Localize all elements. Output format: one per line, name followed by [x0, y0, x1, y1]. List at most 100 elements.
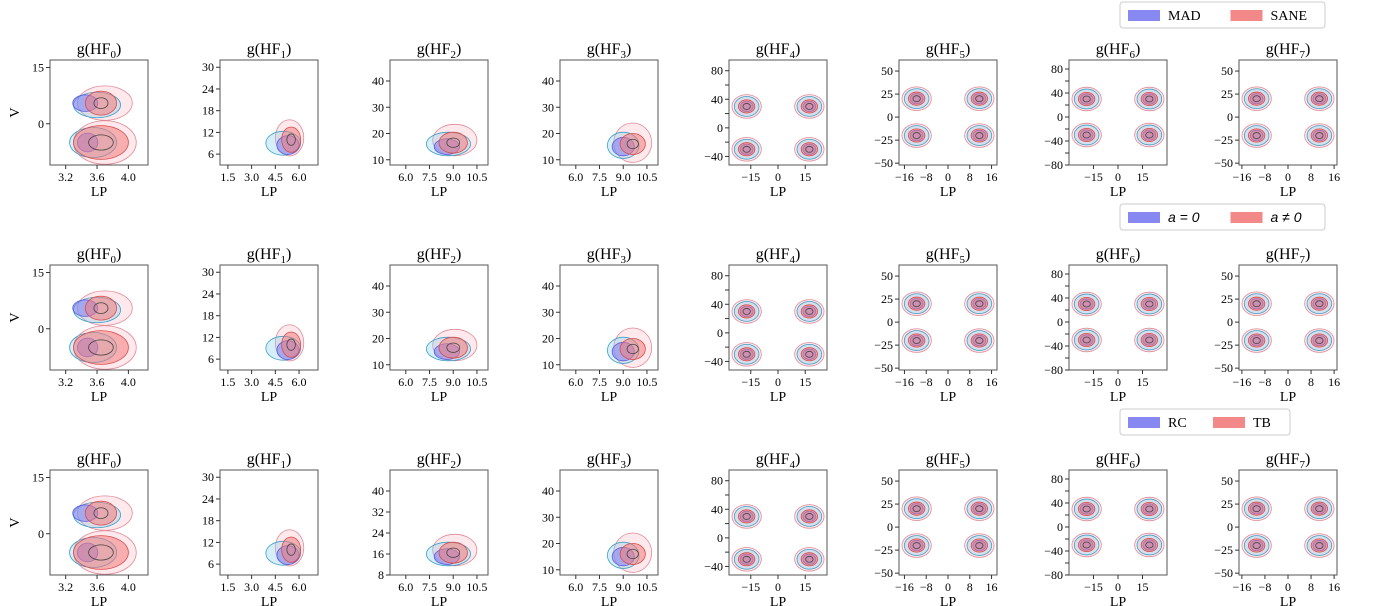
y-tick-label: 0	[717, 121, 723, 135]
density-core	[742, 513, 751, 520]
density-core	[88, 339, 114, 356]
x-tick-label: −16	[895, 580, 914, 594]
density-core	[446, 547, 461, 558]
y-tick-label: 40	[1051, 496, 1063, 510]
x-tick-label: 4.5	[268, 375, 283, 389]
x-tick-label: 7.5	[422, 580, 437, 594]
x-tick-label: 6.0	[568, 170, 583, 184]
panel-title: g(HF7)	[1266, 451, 1311, 471]
x-axis-label: LP	[91, 595, 108, 606]
x-tick-label: −16	[1232, 170, 1251, 184]
y-tick-label: 18	[202, 309, 214, 323]
legend-label: MAD	[1168, 9, 1201, 24]
x-tick-label: 0	[775, 580, 781, 594]
density-contour-red	[73, 535, 129, 570]
x-tick-label: 6.0	[568, 580, 583, 594]
axes-frame	[1068, 59, 1168, 166]
density-core	[1252, 300, 1261, 308]
x-tick-label: 4.5	[268, 580, 283, 594]
x-tick-label: 0	[1285, 580, 1291, 594]
x-tick-label: 15	[799, 580, 811, 594]
density-contour-red	[1248, 128, 1266, 143]
panel-title: g(HF1)	[247, 451, 292, 471]
y-tick-label: −80	[1044, 158, 1063, 172]
density-core	[975, 542, 984, 549]
y-tick-label: 20	[542, 537, 554, 551]
panel-title: g(HF5)	[926, 451, 971, 471]
y-tick-label: 30	[372, 100, 384, 114]
y-tick-label: 50	[1221, 269, 1233, 283]
y-tick-label: −40	[704, 559, 723, 573]
x-tick-label: −15	[741, 170, 760, 184]
density-contour-red	[970, 333, 988, 348]
x-tick-label: 3.6	[90, 580, 105, 594]
axes-frame	[49, 59, 149, 166]
x-tick-label: 6.0	[398, 170, 413, 184]
panel-title: g(HF7)	[1266, 246, 1311, 266]
x-tick-label: 15	[1137, 580, 1149, 594]
y-tick-label: 80	[711, 64, 723, 78]
x-tick-label: −16	[1232, 375, 1251, 389]
density-contour-red	[1078, 91, 1096, 107]
y-tick-label: 0	[1057, 110, 1063, 124]
density-core	[1252, 132, 1261, 139]
density-contour-red	[908, 91, 926, 106]
x-tick-label: 3.2	[58, 580, 73, 594]
y-tick-label: 40	[542, 484, 554, 498]
y-tick-label: −25	[1214, 338, 1233, 352]
density-contour-red	[1310, 333, 1328, 348]
panel-r1-c2: g(HF2) 6.0 7.5 9.0 10.5 10 20 30 40 LP	[372, 246, 489, 405]
x-tick-label: 6.0	[398, 580, 413, 594]
x-tick-label: 8	[1308, 580, 1314, 594]
y-tick-label: −50	[874, 361, 893, 375]
panel-title: g(HF6)	[1096, 41, 1141, 61]
panel-r1-c3: g(HF3) 6.0 7.5 9.0 10.5 10 20 30 40 LP	[542, 246, 659, 405]
density-core	[742, 350, 751, 358]
y-tick-label: 80	[1051, 472, 1063, 486]
x-tick-label: 9.0	[446, 375, 461, 389]
density-core	[805, 145, 814, 153]
y-tick-label: 15	[32, 266, 44, 280]
panel-title: g(HF6)	[1096, 451, 1141, 471]
panel-r1-c5: g(HF5) −16 −8 0 8 16 −50 −25 0 25 50 LP	[874, 246, 997, 405]
y-tick-label: 8	[378, 568, 384, 582]
x-tick-label: 4.5	[268, 170, 283, 184]
density-core	[805, 555, 814, 563]
x-tick-label: 3.6	[90, 170, 105, 184]
axes-frame	[559, 469, 659, 576]
axes-frame	[49, 264, 149, 371]
panel-title: g(HF2)	[417, 451, 462, 471]
legend-label: SANE	[1271, 9, 1308, 24]
density-contour-red	[908, 538, 926, 553]
density-contour-red	[738, 552, 756, 567]
density-core	[1082, 95, 1091, 103]
legend-swatch-red	[1230, 212, 1263, 223]
y-tick-label: 32	[372, 505, 384, 519]
legend-box	[1119, 1, 1326, 29]
y-tick-label: 6	[208, 557, 214, 571]
density-core	[912, 505, 921, 513]
density-contour-red	[619, 543, 646, 565]
x-tick-label: 16	[1328, 170, 1340, 184]
y-tick-label: 16	[372, 547, 384, 561]
x-axis-label: LP	[1280, 185, 1297, 200]
y-tick-label: 12	[202, 330, 214, 344]
density-contour-red	[438, 336, 468, 359]
y-tick-label: 25	[1221, 292, 1233, 306]
y-tick-label: 40	[372, 484, 384, 498]
panel-title: g(HF3)	[587, 41, 632, 61]
x-tick-label: 9.0	[616, 170, 631, 184]
density-contour-red	[1310, 296, 1328, 311]
x-tick-label: 10.5	[636, 375, 657, 389]
density-core	[1315, 95, 1324, 103]
density-contour-red	[73, 125, 129, 160]
panel-r1-c1: g(HF1) 1.5 3.0 4.5 6.0 6 12 18 24 30 LP	[202, 246, 319, 405]
x-tick-label: 7.5	[422, 375, 437, 389]
y-tick-label: 25	[881, 87, 893, 101]
x-axis-label: LP	[91, 185, 108, 200]
axes-frame	[559, 59, 659, 166]
x-tick-label: 8	[967, 170, 973, 184]
panel-title: g(HF0)	[77, 41, 122, 61]
legend-box	[1119, 408, 1291, 436]
density-contour-red	[1248, 91, 1266, 106]
